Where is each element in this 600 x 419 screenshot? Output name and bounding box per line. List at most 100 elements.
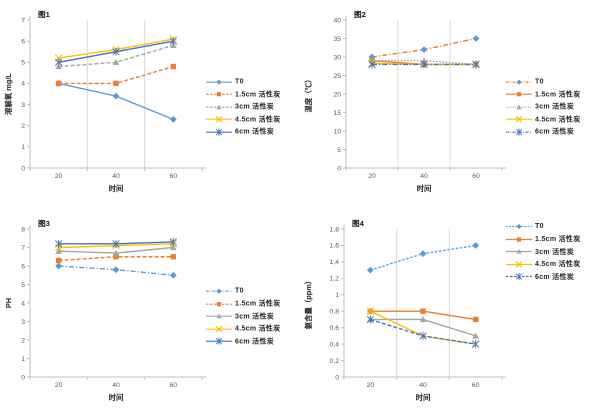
chart-2-cell: 0 5 10 15 20 25 30 35 40 20 40 60 图2 时间 温度（℃） T0 1.5cm 活… xyxy=(300,0,600,209)
y-tick-label: 0,2 xyxy=(330,358,340,365)
series-6cm 活性炭 xyxy=(55,36,177,67)
legend-item: 6cm 活性炭 xyxy=(506,128,581,137)
chart-title: 图1 xyxy=(38,10,51,19)
chart-4-cell: 0 0,2 0,4 0,6 0,8 1 1,2 1,4 1,6 1,8 20 40 60 图4 时间 氨含量（… xyxy=(300,209,600,419)
legend-key-icon xyxy=(506,104,532,109)
legend-key-icon xyxy=(206,79,232,85)
y-tick-label: 1,6 xyxy=(330,243,340,250)
y-tick-label: 1 xyxy=(21,356,25,363)
y-tick-label: 5 xyxy=(337,147,341,154)
legend-key-icon xyxy=(206,288,232,294)
y-tick-label: 0,6 xyxy=(330,325,340,332)
legend-label: 1.5cm 活性炭 xyxy=(535,91,581,99)
series-line xyxy=(58,82,174,121)
legend-key-icon xyxy=(206,337,232,346)
y-tick-label: 1 xyxy=(21,144,25,151)
legend-key-icon xyxy=(506,249,532,254)
chart-1-plot: 0 1 2 3 4 5 6 7 20 40 60 图1 时间 溶解氧 mg/L xyxy=(4,10,206,193)
y-tick-label: 0,4 xyxy=(330,341,340,348)
legend-item: 4.5cm 活性炭 xyxy=(506,260,581,269)
x-tick-label: 20 xyxy=(367,382,375,389)
legend-item: 1.5cm 活性炭 xyxy=(506,90,581,99)
legend-item: 1.5cm 活性炭 xyxy=(206,90,281,99)
legend-key-icon xyxy=(206,325,232,333)
series-6cm 活性炭 xyxy=(55,237,177,248)
legend-label: 4.5cm 活性炭 xyxy=(235,116,281,124)
y-tick-label: 5 xyxy=(21,282,25,289)
chart-4-legend: T0 1.5cm 活性炭 3cm 活性炭 4.5cm 活性炭 6cm 活性炭 xyxy=(506,222,581,281)
y-tick-label: 8 xyxy=(21,226,25,233)
legend-item: 3cm 活性炭 xyxy=(506,102,581,111)
legend-label: 6cm 活性炭 xyxy=(235,338,275,346)
legend-label: 6cm 活性炭 xyxy=(235,129,275,137)
chart-1-legend: T0 1.5cm 活性炭 3cm 活性炭 4.5cm 活性炭 6cm 活性炭 xyxy=(206,77,281,136)
series-1.5cm 活性炭 xyxy=(55,63,177,87)
legend-label: 3cm 活性炭 xyxy=(235,103,275,111)
y-axis-title: 溶解氧 mg/L xyxy=(4,73,13,115)
chart-3-legend: T0 1.5cm 活性炭 3cm 活性炭 4.5cm 活性炭 6cm 活性炭 xyxy=(206,287,281,346)
legend-item: T0 xyxy=(506,77,581,86)
x-tick-label: 60 xyxy=(472,173,480,180)
legend-item: 6cm 活性炭 xyxy=(206,337,281,346)
series-3cm 活性炭 xyxy=(55,244,177,256)
y-tick-label: 4 xyxy=(21,300,25,307)
legend-label: 3cm 活性炭 xyxy=(535,248,575,256)
legend-label: 6cm 活性炭 xyxy=(535,129,575,137)
legend-key-icon xyxy=(506,223,532,230)
legend-key-icon xyxy=(506,273,532,281)
y-tick-label: 3 xyxy=(21,102,25,109)
y-tick-label: 30 xyxy=(333,54,341,61)
y-axis-title: 温度（℃） xyxy=(304,76,313,114)
series-line xyxy=(58,265,174,276)
x-tick-label: 60 xyxy=(170,382,178,389)
legend-label: T0 xyxy=(235,287,244,295)
series-line xyxy=(370,244,476,271)
chart-title: 图3 xyxy=(38,219,50,228)
series-1.5cm 活性炭 xyxy=(55,254,177,264)
x-tick-label: 20 xyxy=(55,173,63,180)
legend-item: 3cm 活性炭 xyxy=(206,102,281,111)
x-tick-label: 60 xyxy=(472,382,480,389)
legend-label: T0 xyxy=(535,223,544,230)
legend-key-icon xyxy=(506,236,532,242)
x-axis-title: 时间 xyxy=(417,184,432,193)
series-T0 xyxy=(55,262,177,279)
chart-1-cell: 0 1 2 3 4 5 6 7 20 40 60 图1 时间 溶解氧 mg/L T0 1.5cm 活性炭 3cm… xyxy=(0,0,300,209)
legend-item: T0 xyxy=(206,77,281,86)
legend-label: T0 xyxy=(235,78,244,86)
y-tick-label: 7 xyxy=(21,245,25,252)
y-tick-label: 6 xyxy=(21,38,25,45)
legend-key-icon xyxy=(206,301,232,306)
series-T0 xyxy=(55,80,177,123)
y-tick-label: 0,8 xyxy=(330,309,340,316)
series-6cm 活性炭 xyxy=(368,60,480,69)
x-tick-label: 40 xyxy=(112,382,120,389)
y-tick-label: 7 xyxy=(21,17,25,24)
y-tick-label: 20 xyxy=(333,91,341,98)
legend-item: 3cm 活性炭 xyxy=(506,247,581,256)
y-tick-label: 0 xyxy=(21,374,25,381)
y-tick-label: 1,8 xyxy=(330,226,340,233)
y-tick-label: 35 xyxy=(333,36,341,43)
series-T0 xyxy=(368,35,480,61)
y-tick-label: 1,4 xyxy=(330,259,340,266)
legend-key-icon xyxy=(506,79,532,85)
x-tick-label: 40 xyxy=(419,382,427,389)
x-tick-label: 20 xyxy=(368,173,376,180)
x-tick-label: 40 xyxy=(112,173,120,180)
legend-item: 4.5cm 活性炭 xyxy=(206,115,281,124)
legend-key-icon xyxy=(206,313,232,319)
legend-label: 1.5cm 活性炭 xyxy=(235,300,281,308)
y-tick-label: 3 xyxy=(21,319,25,326)
y-tick-label: 0 xyxy=(21,165,25,172)
legend-item: T0 xyxy=(506,222,581,231)
legend-label: 6cm 活性炭 xyxy=(535,273,575,281)
y-tick-label: 6 xyxy=(21,263,25,270)
x-tick-label: 20 xyxy=(55,382,63,389)
legend-item: 6cm 活性炭 xyxy=(206,128,281,137)
series-6cm 活性炭 xyxy=(366,315,480,349)
legend-key-icon xyxy=(206,116,232,123)
legend-item: 4.5cm 活性炭 xyxy=(206,324,281,333)
y-tick-label: 0 xyxy=(337,165,341,172)
legend-key-icon xyxy=(506,261,532,268)
